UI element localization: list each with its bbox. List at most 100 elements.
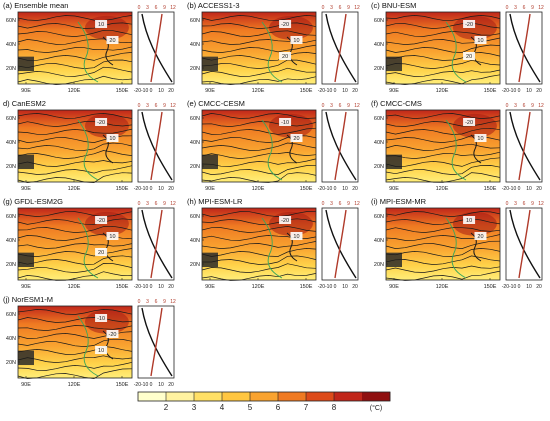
map-y-tick: 40N — [190, 42, 200, 48]
contour-label-bg — [279, 216, 292, 224]
map-frame — [17, 305, 133, 379]
map-y-tick: 20N — [374, 66, 384, 72]
contour-line — [17, 46, 133, 53]
contour-line — [17, 172, 133, 183]
contour-line — [201, 113, 317, 119]
map-x-tick: 90E — [205, 88, 215, 94]
profile-top-tick: 0 — [322, 201, 325, 207]
profile-bottom-tick: 10 — [158, 88, 164, 94]
profile-bottom-tick: 10 — [526, 284, 532, 290]
contour-line — [201, 30, 317, 37]
profile-top-tick: 9 — [163, 299, 166, 305]
profile-bottom-tick: 10 — [342, 88, 348, 94]
profile-top-tick: 9 — [163, 103, 166, 109]
map-y-tick: 20N — [190, 262, 200, 268]
panel-title: (e) CMCC-CESM — [187, 99, 245, 108]
contour-line — [201, 263, 317, 273]
contour-line — [385, 31, 501, 37]
contour-line — [17, 338, 133, 347]
profile-line-black — [325, 13, 357, 83]
colorbar-tick-label: 4 — [220, 403, 225, 412]
contour-label-bg — [474, 232, 487, 240]
profile-bottom-tick: 0 — [150, 88, 153, 94]
contour-line — [17, 29, 133, 37]
map-x-tick: 150E — [300, 284, 313, 290]
map-x-tick: 120E — [68, 88, 81, 94]
profile-bottom-tick: 10 — [158, 382, 164, 388]
contour-label-bg — [106, 134, 119, 142]
contour-label-bg — [95, 216, 108, 224]
contour-line — [201, 218, 317, 225]
profile-bottom-tick: 10 — [342, 186, 348, 192]
profile-bottom-tick: 10 — [158, 186, 164, 192]
map-x-tick: 120E — [252, 284, 265, 290]
map-x-tick: 120E — [436, 284, 449, 290]
contour-line — [385, 248, 501, 257]
colorbar-tick-label: 3 — [192, 403, 197, 412]
contour-line — [202, 255, 317, 265]
map-y-tick: 40N — [6, 336, 16, 342]
contour-line — [385, 113, 501, 119]
map-y-tick: 40N — [6, 42, 16, 48]
map-y-tick: 20N — [374, 164, 384, 170]
contour-label: 10 — [109, 234, 115, 240]
colorbar: 2 3 4 5 6 7 8 (°C) — [137, 391, 391, 412]
coastline — [261, 119, 283, 181]
map-y-tick: 40N — [374, 238, 384, 244]
terrain-patch — [202, 56, 218, 72]
profile-bottom-tick: -20-10 — [134, 186, 149, 192]
contour-line — [201, 164, 317, 175]
profile-top-tick: 12 — [354, 103, 360, 109]
map-y-tick: 60N — [374, 214, 384, 220]
profile-top-tick: 6 — [155, 5, 158, 11]
coastline — [445, 217, 467, 279]
profile-bottom-tick: -20-10 — [318, 284, 333, 290]
contour-line — [17, 142, 133, 151]
contour-label: 20 — [466, 54, 472, 60]
profile-top-tick: 12 — [538, 5, 544, 11]
map-x-tick: 90E — [389, 284, 399, 290]
contour-line — [201, 142, 317, 151]
contour-line — [385, 59, 501, 69]
map-y-tick: 40N — [190, 140, 200, 146]
contour-line — [201, 59, 317, 69]
contour-label: -20 — [465, 22, 473, 28]
map-frame — [201, 11, 317, 85]
contour-label-bg — [290, 232, 303, 240]
contour-label-bg — [463, 118, 476, 126]
panel-title: d) CanESM2 — [3, 99, 46, 108]
contour-line — [17, 59, 133, 69]
map-x-tick: 150E — [300, 88, 313, 94]
map-x-tick: 90E — [21, 382, 31, 388]
profile-top-tick: 0 — [138, 299, 141, 305]
profile-line-black — [141, 13, 173, 83]
contour-line — [201, 248, 317, 257]
profile-top-tick: 0 — [506, 201, 509, 207]
profile-bottom-tick: -20-10 — [134, 88, 149, 94]
contour-label: 20 — [293, 136, 299, 142]
coastline — [445, 21, 467, 83]
contour-label-bg — [290, 36, 303, 44]
profile-bottom-tick: 20 — [352, 284, 358, 290]
contour-line — [385, 165, 501, 175]
map-x-tick: 90E — [21, 284, 31, 290]
coastline — [77, 21, 99, 83]
contour-label-bg — [279, 20, 292, 28]
profile-top-tick: 12 — [354, 201, 360, 207]
profile-bottom-tick: -20-10 — [134, 284, 149, 290]
profile-top-tick: 0 — [138, 103, 141, 109]
map-y-tick: 20N — [6, 164, 16, 170]
map-frame — [201, 207, 317, 281]
profile-top-tick: 3 — [514, 201, 517, 207]
contour-label-bg — [106, 232, 119, 240]
profile-bottom-tick: 0 — [334, 88, 337, 94]
profile-top-tick: 9 — [163, 201, 166, 207]
profile-bottom-tick: -20-10 — [318, 88, 333, 94]
map-x-tick: 120E — [68, 284, 81, 290]
map-x-tick: 150E — [116, 88, 129, 94]
profile-bottom-tick: 0 — [518, 186, 521, 192]
colorbar-segment — [362, 392, 391, 401]
profile-line-red — [518, 13, 531, 83]
